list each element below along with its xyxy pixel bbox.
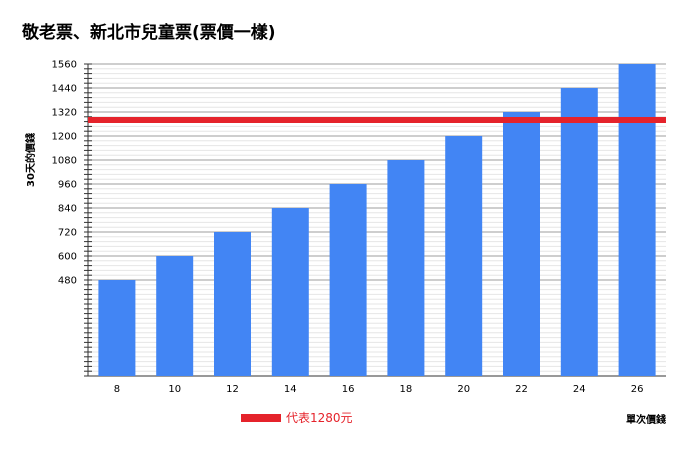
y-tick-label: 960 xyxy=(58,180,77,191)
y-tick-label: 1200 xyxy=(52,132,77,143)
y-tick-label: 1080 xyxy=(52,156,77,167)
y-tick-label: 1440 xyxy=(52,84,77,95)
y-tick-label: 1320 xyxy=(52,108,77,119)
legend-swatch xyxy=(241,414,281,422)
bar xyxy=(503,112,540,376)
x-tick-labels: 8 10 12 14 16 18 20 22 24 26 xyxy=(114,384,644,395)
y-tick-labels: 480 600 720 840 960 1080 1200 1320 1440 1560 xyxy=(52,60,77,287)
bar xyxy=(214,232,251,376)
bar xyxy=(618,64,656,376)
bars xyxy=(98,64,656,376)
x-tick-label: 14 xyxy=(284,384,297,395)
bar xyxy=(560,88,598,376)
x-tick-label: 16 xyxy=(342,384,355,395)
bar xyxy=(329,184,367,376)
y-tick-label: 1560 xyxy=(52,60,77,71)
bar xyxy=(156,256,194,376)
bar xyxy=(98,280,136,376)
x-tick-label: 10 xyxy=(168,384,181,395)
y-tick-label: 720 xyxy=(58,228,77,239)
x-axis-label: 單次價錢 xyxy=(626,413,666,426)
x-tick-label: 22 xyxy=(515,384,528,395)
x-tick-label: 24 xyxy=(573,384,586,395)
chart-title: 敬老票、新北市兒童票(票價一樣) xyxy=(21,22,276,43)
y-tick-label: 480 xyxy=(58,276,77,287)
bar xyxy=(387,160,425,376)
x-tick-label: 18 xyxy=(400,384,413,395)
y-axis-label: 30天的價錢 xyxy=(24,133,37,187)
y-tick-label: 840 xyxy=(58,204,77,215)
bar xyxy=(271,208,309,376)
x-tick-label: 8 xyxy=(114,384,120,395)
x-tick-label: 12 xyxy=(226,384,239,395)
x-tick-label: 20 xyxy=(457,384,470,395)
legend-label: 代表1280元 xyxy=(286,411,353,425)
y-tick-label: 600 xyxy=(58,252,77,263)
y-axis xyxy=(84,63,92,377)
bar xyxy=(445,136,483,376)
x-tick-label: 26 xyxy=(631,384,644,395)
